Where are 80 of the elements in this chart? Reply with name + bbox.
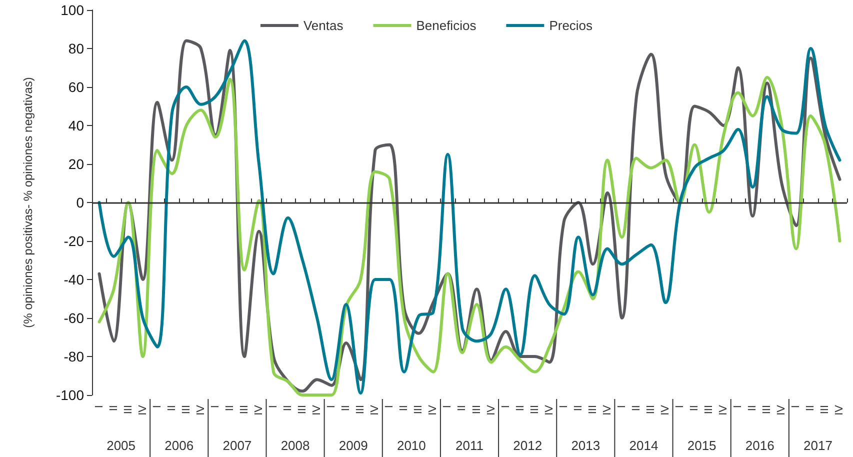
x-tick-label: II (746, 405, 759, 412)
x-tick-label: I (209, 405, 222, 408)
x-tick-label: IV (485, 404, 498, 416)
text: 2016 (745, 438, 774, 453)
y-tick-label: -60 (64, 310, 84, 326)
y-tick-label: -100 (56, 387, 84, 403)
legend-label: Precios (549, 18, 594, 33)
x-tick-label: I (93, 405, 106, 408)
x-tick-label: II (688, 405, 701, 412)
text: 2014 (629, 438, 658, 453)
x-tick-label: III (703, 405, 716, 414)
x-tick-label: IV (136, 404, 149, 416)
x-tick-label: III (644, 405, 657, 414)
y-tick-label: 60 (68, 79, 84, 95)
text: 2005 (106, 438, 136, 453)
x-tick-label: II (514, 405, 526, 412)
x-tick-label: II (108, 405, 120, 412)
x-tick-label: IV (369, 404, 382, 416)
x-tick-label: III (412, 405, 425, 414)
x-tick-label: II (630, 405, 642, 412)
text: 2006 (164, 438, 194, 453)
y-tick-label: 20 (68, 156, 84, 172)
x-tick-label: III (180, 405, 192, 414)
x-tick-label: II (804, 405, 817, 412)
x-tick-label: I (732, 405, 744, 408)
text: 2009 (338, 438, 368, 453)
x-tick-label: III (238, 405, 250, 414)
x-tick-label: IV (776, 404, 788, 416)
y-tick-label: 0 (76, 194, 84, 210)
y-tick-label: 40 (68, 118, 84, 134)
x-tick-label: I (674, 405, 686, 408)
y-tick-label: -20 (64, 233, 84, 249)
y-tick-label: 100 (60, 2, 84, 18)
x-tick-label: II (224, 405, 236, 412)
y-tick-label: -40 (64, 272, 84, 288)
legend-label: Ventas (303, 18, 344, 33)
x-tick-label: I (500, 405, 512, 408)
x-tick-label: IV (311, 404, 324, 416)
x-tick-label: I (384, 405, 396, 408)
text: 2008 (280, 438, 310, 453)
x-tick-label: I (326, 405, 338, 408)
x-tick-label: II (456, 405, 468, 412)
legend-label: Beneficios (416, 18, 477, 33)
x-tick-label: III (586, 405, 599, 414)
text: 2011 (456, 438, 484, 453)
x-tick-label: IV (543, 404, 556, 416)
x-tick-label: IV (194, 404, 207, 416)
x-tick-label: I (558, 405, 570, 408)
x-tick-label: IV (601, 404, 614, 416)
x-tick-label: IV (427, 404, 440, 416)
x-tick-label: II (282, 405, 294, 412)
x-tick-label: III (354, 405, 367, 414)
x-tick-label: IV (252, 404, 265, 416)
text: 2012 (513, 438, 542, 453)
x-tick-label: I (267, 405, 280, 408)
x-tick-label: I (790, 405, 802, 408)
text: 2010 (396, 438, 426, 453)
y-tick-label: -80 (64, 348, 84, 364)
text: 2013 (571, 438, 600, 453)
x-tick-label: IV (660, 404, 672, 416)
x-tick-label: III (819, 405, 832, 414)
x-tick-label: II (340, 405, 352, 412)
x-tick-label: I (151, 405, 164, 408)
text: 2017 (804, 438, 832, 453)
x-tick-label: II (166, 405, 178, 412)
y-tick-label: 80 (68, 40, 84, 56)
y-axis-title: (% opiniones positivas- % opiniones negativas) (21, 77, 35, 328)
x-tick-label: I (616, 405, 628, 408)
x-tick-label: III (296, 405, 309, 414)
x-tick-label: II (572, 405, 584, 412)
text: 2007 (222, 438, 252, 453)
x-tick-label: IV (718, 404, 730, 416)
x-tick-label: II (398, 405, 410, 412)
x-tick-label: IV (834, 404, 846, 416)
x-tick-label: III (761, 405, 774, 414)
x-tick-label: III (528, 405, 541, 414)
x-tick-label: I (442, 405, 454, 408)
text: 2015 (687, 438, 716, 453)
x-tick-label: III (470, 405, 483, 414)
x-tick-label: III (122, 405, 134, 414)
